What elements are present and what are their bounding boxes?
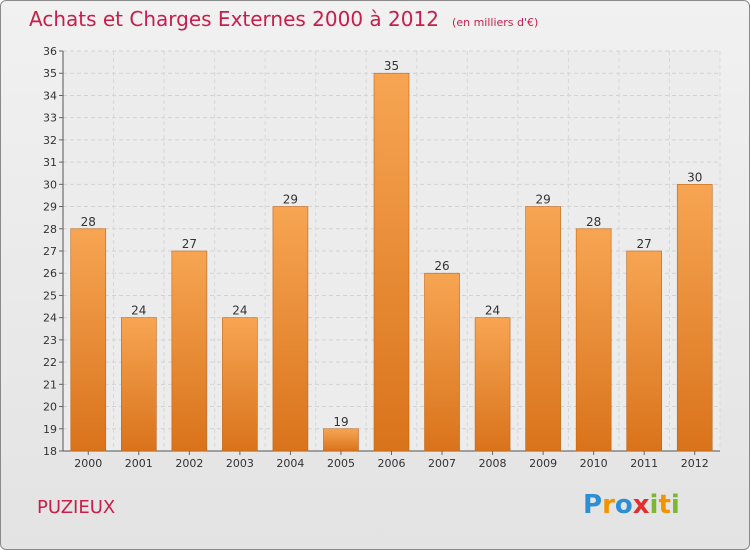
logo-letter: o bbox=[614, 490, 633, 520]
y-tick-label: 20 bbox=[43, 401, 57, 414]
data-label: 24 bbox=[232, 304, 247, 318]
bar bbox=[222, 317, 258, 452]
data-label: 28 bbox=[586, 215, 601, 229]
proxiti-logo: Proxiti bbox=[583, 490, 680, 520]
bar bbox=[626, 250, 662, 452]
x-tick-label: 2002 bbox=[175, 457, 203, 470]
y-tick-label: 31 bbox=[43, 156, 57, 169]
x-tick-label: 2011 bbox=[630, 457, 658, 470]
y-tick-label: 30 bbox=[43, 178, 57, 191]
y-tick-label: 34 bbox=[43, 89, 57, 102]
x-tick-label: 2008 bbox=[479, 457, 507, 470]
logo-letter: P bbox=[583, 490, 603, 520]
y-tick-label: 36 bbox=[43, 45, 57, 58]
y-tick-label: 23 bbox=[43, 334, 57, 347]
chart-title-main: Achats et Charges Externes 2000 à 2012 bbox=[29, 7, 439, 31]
bar bbox=[272, 206, 309, 452]
x-tick-label: 2005 bbox=[327, 457, 355, 470]
bar bbox=[70, 228, 107, 452]
data-label: 24 bbox=[485, 304, 500, 318]
x-tick-label: 2003 bbox=[226, 457, 254, 470]
x-tick-label: 2001 bbox=[125, 457, 153, 470]
x-tick-label: 2009 bbox=[529, 457, 557, 470]
x-tick-label: 2012 bbox=[681, 457, 709, 470]
logo-letter: i bbox=[670, 490, 680, 520]
data-label: 29 bbox=[283, 193, 298, 207]
x-tick-label: 2006 bbox=[378, 457, 406, 470]
data-label: 27 bbox=[182, 237, 197, 251]
y-tick-label: 33 bbox=[43, 112, 57, 125]
bar bbox=[525, 206, 561, 452]
data-label: 27 bbox=[637, 237, 652, 251]
x-tick-label: 2010 bbox=[580, 457, 608, 470]
logo-letter: i bbox=[649, 490, 659, 520]
bar bbox=[424, 272, 460, 452]
bar bbox=[323, 428, 359, 452]
y-tick-label: 32 bbox=[43, 134, 57, 147]
data-label: 29 bbox=[535, 193, 550, 207]
bar bbox=[474, 317, 511, 452]
chart-title-unit: (en milliers d'€) bbox=[452, 16, 539, 29]
x-tick-label: 2004 bbox=[276, 457, 304, 470]
x-tick-label: 2007 bbox=[428, 457, 456, 470]
data-label: 26 bbox=[434, 259, 449, 273]
y-tick-label: 29 bbox=[43, 201, 57, 214]
commune-name: PUZIEUX bbox=[37, 497, 116, 518]
y-tick-label: 26 bbox=[43, 267, 57, 280]
y-tick-label: 28 bbox=[43, 223, 57, 236]
logo-letter: t bbox=[658, 490, 671, 520]
y-tick-label: 22 bbox=[43, 356, 57, 369]
bar bbox=[121, 317, 157, 452]
y-tick-label: 27 bbox=[43, 245, 57, 258]
y-tick-label: 21 bbox=[43, 378, 57, 391]
bar bbox=[171, 250, 208, 452]
bar bbox=[575, 228, 612, 452]
bar bbox=[373, 72, 410, 452]
data-label: 35 bbox=[384, 59, 399, 73]
bar bbox=[676, 184, 713, 452]
y-tick-label: 18 bbox=[43, 445, 57, 458]
y-tick-label: 24 bbox=[43, 312, 57, 325]
data-label: 28 bbox=[81, 215, 96, 229]
data-label: 19 bbox=[333, 415, 348, 429]
y-tick-label: 19 bbox=[43, 423, 57, 436]
data-label: 24 bbox=[131, 304, 146, 318]
x-tick-label: 2000 bbox=[74, 457, 102, 470]
data-label: 30 bbox=[687, 170, 702, 184]
chart-title: Achats et Charges Externes 2000 à 2012 (… bbox=[29, 7, 538, 31]
y-tick-label: 35 bbox=[43, 67, 57, 80]
logo-letter: r bbox=[602, 490, 615, 520]
y-tick-label: 25 bbox=[43, 289, 57, 302]
logo-letter: x bbox=[632, 490, 650, 520]
